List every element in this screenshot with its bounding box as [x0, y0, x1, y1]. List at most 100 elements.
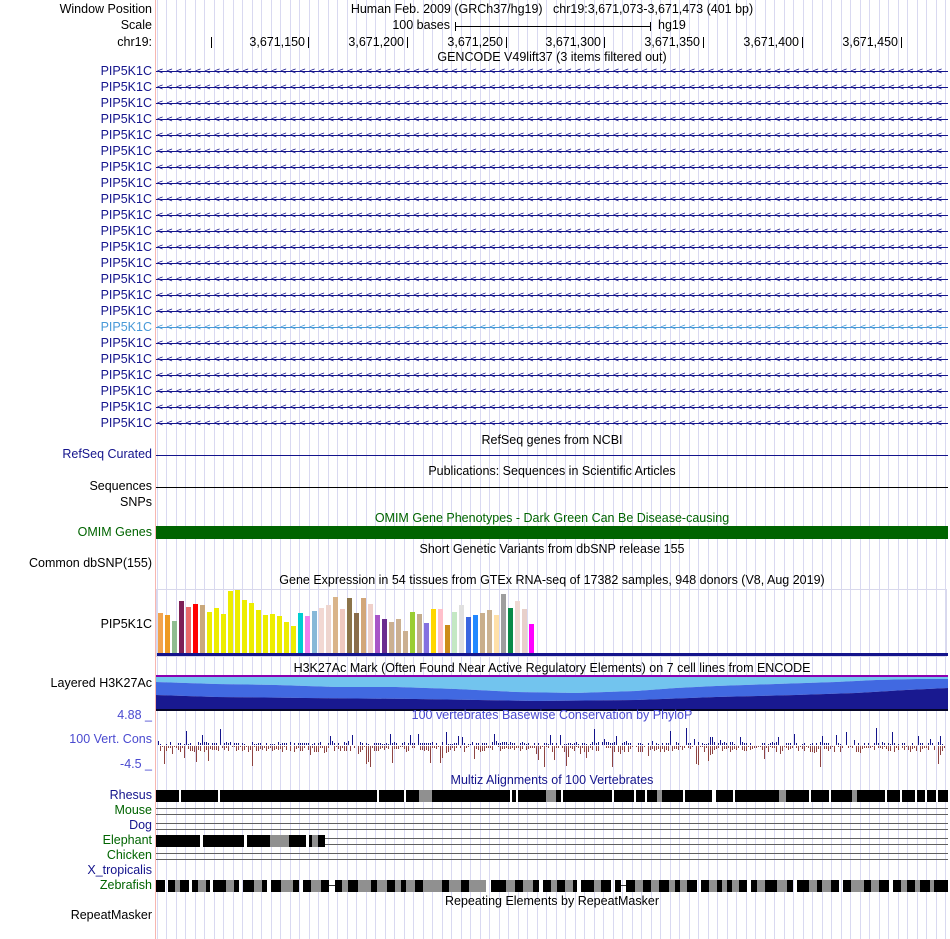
gtex-tissue-bar[interactable] [417, 614, 422, 653]
gtex-tissue-bar[interactable] [165, 615, 170, 653]
gene-transcript-label[interactable]: PIP5K1C [100, 352, 152, 366]
gtex-tissue-bar[interactable] [235, 590, 240, 653]
gtex-tissue-bar[interactable] [375, 615, 380, 653]
gtex-tissue-bar[interactable] [249, 603, 254, 653]
gene-transcript-row[interactable]: <<<<<<<<<<<<<<<<<<<<<<<<<<<<<<<<<<<<<<<<… [156, 224, 948, 240]
gtex-tissue-bar[interactable] [396, 619, 401, 653]
gene-transcript-label[interactable]: PIP5K1C [100, 272, 152, 286]
gene-transcript-label[interactable]: PIP5K1C [100, 368, 152, 382]
gtex-tissue-bar[interactable] [452, 612, 457, 653]
h3k27ac-layered-graphic[interactable] [156, 675, 948, 711]
gtex-tissue-bar[interactable] [459, 605, 464, 653]
gtex-tissue-bar[interactable] [347, 598, 352, 653]
gene-transcript-row[interactable]: <<<<<<<<<<<<<<<<<<<<<<<<<<<<<<<<<<<<<<<<… [156, 128, 948, 144]
gtex-gene-label[interactable]: PIP5K1C [100, 617, 152, 631]
gtex-tissue-bar[interactable] [431, 609, 436, 653]
gene-transcript-label[interactable]: PIP5K1C [100, 240, 152, 254]
gene-transcript-row[interactable]: <<<<<<<<<<<<<<<<<<<<<<<<<<<<<<<<<<<<<<<<… [156, 240, 948, 256]
gene-transcript-label[interactable]: PIP5K1C [100, 64, 152, 78]
sequences-track-line[interactable] [156, 487, 948, 488]
gene-transcript-label[interactable]: PIP5K1C [100, 128, 152, 142]
gene-transcript-label[interactable]: PIP5K1C [100, 336, 152, 350]
gtex-tissue-bar[interactable] [256, 610, 261, 653]
gtex-tissue-bar[interactable] [410, 612, 415, 653]
gene-transcript-row[interactable]: <<<<<<<<<<<<<<<<<<<<<<<<<<<<<<<<<<<<<<<<… [156, 208, 948, 224]
gtex-tissue-bar[interactable] [340, 609, 345, 653]
alignment-row-rhesus[interactable] [156, 790, 948, 802]
gtex-tissue-bar[interactable] [305, 616, 310, 653]
gtex-tissue-bar[interactable] [319, 608, 324, 653]
gtex-tissue-bar[interactable] [354, 613, 359, 653]
gtex-tissue-bar[interactable] [228, 591, 233, 653]
gtex-tissue-bar[interactable] [361, 598, 366, 653]
alignment-row-x_tropicalis[interactable] [156, 865, 948, 877]
gtex-tissue-bar[interactable] [291, 626, 296, 653]
common-dbsnp-label[interactable]: Common dbSNP(155) [29, 556, 152, 570]
gtex-tissue-bar[interactable] [207, 612, 212, 653]
gene-transcript-row[interactable]: <<<<<<<<<<<<<<<<<<<<<<<<<<<<<<<<<<<<<<<<… [156, 288, 948, 304]
gene-transcript-row[interactable]: <<<<<<<<<<<<<<<<<<<<<<<<<<<<<<<<<<<<<<<<… [156, 160, 948, 176]
snps-label[interactable]: SNPs [120, 495, 152, 509]
gtex-tissue-bar[interactable] [508, 608, 513, 653]
gtex-tissue-bar[interactable] [438, 609, 443, 653]
gtex-tissue-bar[interactable] [326, 605, 331, 653]
gtex-tissue-bar[interactable] [277, 616, 282, 653]
gene-transcript-label[interactable]: PIP5K1C [100, 80, 152, 94]
gene-transcript-label[interactable]: PIP5K1C [100, 416, 152, 430]
gene-transcript-label[interactable]: PIP5K1C [100, 304, 152, 318]
gene-transcript-row[interactable]: <<<<<<<<<<<<<<<<<<<<<<<<<<<<<<<<<<<<<<<<… [156, 368, 948, 384]
alignment-row-mouse[interactable] [156, 805, 948, 817]
gtex-tissue-bar[interactable] [298, 613, 303, 653]
gtex-tissue-bar[interactable] [389, 622, 394, 653]
gene-transcript-row[interactable]: <<<<<<<<<<<<<<<<<<<<<<<<<<<<<<<<<<<<<<<<… [156, 256, 948, 272]
species-label-elephant[interactable]: Elephant [102, 833, 152, 847]
gene-transcript-row[interactable]: <<<<<<<<<<<<<<<<<<<<<<<<<<<<<<<<<<<<<<<<… [156, 192, 948, 208]
gtex-tissue-bar[interactable] [466, 617, 471, 653]
refseq-track-line[interactable] [156, 455, 948, 456]
gene-transcript-label[interactable]: PIP5K1C [100, 256, 152, 270]
gene-transcript-label[interactable]: PIP5K1C [100, 112, 152, 126]
gene-transcript-label[interactable]: PIP5K1C [100, 192, 152, 206]
gtex-tissue-bar[interactable] [186, 607, 191, 653]
gtex-tissue-bar[interactable] [382, 619, 387, 653]
repeatmasker-label[interactable]: RepeatMasker [70, 908, 152, 922]
species-label-zebrafish[interactable]: Zebrafish [99, 878, 152, 892]
gtex-tissue-bar[interactable] [172, 621, 177, 653]
omim-genes-bar[interactable] [156, 526, 948, 539]
gtex-tissue-bar[interactable] [522, 609, 527, 653]
gene-transcript-label[interactable]: PIP5K1C [100, 400, 152, 414]
gtex-tissue-bar[interactable] [270, 614, 275, 653]
gene-transcript-row[interactable]: <<<<<<<<<<<<<<<<<<<<<<<<<<<<<<<<<<<<<<<<… [156, 320, 948, 336]
gene-transcript-label[interactable]: PIP5K1C [100, 320, 152, 334]
gene-transcript-label[interactable]: PIP5K1C [100, 176, 152, 190]
gene-transcript-label[interactable]: PIP5K1C [100, 144, 152, 158]
gene-transcript-row[interactable]: <<<<<<<<<<<<<<<<<<<<<<<<<<<<<<<<<<<<<<<<… [156, 272, 948, 288]
h3k27ac-label[interactable]: Layered H3K27Ac [50, 676, 152, 690]
gene-transcript-label[interactable]: PIP5K1C [100, 96, 152, 110]
phylop-track-label[interactable]: 100 Vert. Cons [69, 732, 152, 746]
gtex-tissue-bar[interactable] [214, 608, 219, 653]
gene-transcript-row[interactable]: <<<<<<<<<<<<<<<<<<<<<<<<<<<<<<<<<<<<<<<<… [156, 416, 948, 432]
gtex-tissue-bar[interactable] [179, 601, 184, 653]
gtex-tissue-bar[interactable] [480, 613, 485, 653]
gtex-tissue-bar[interactable] [193, 604, 198, 653]
gtex-tissue-bar[interactable] [284, 622, 289, 653]
gene-transcript-label[interactable]: PIP5K1C [100, 384, 152, 398]
refseq-curated-label[interactable]: RefSeq Curated [62, 447, 152, 461]
species-label-rhesus[interactable]: Rhesus [109, 788, 152, 802]
gene-transcript-label[interactable]: PIP5K1C [100, 160, 152, 174]
alignment-row-dog[interactable] [156, 820, 948, 832]
alignment-row-elephant[interactable] [156, 835, 948, 847]
gene-transcript-row[interactable]: <<<<<<<<<<<<<<<<<<<<<<<<<<<<<<<<<<<<<<<<… [156, 112, 948, 128]
gtex-tissue-bar[interactable] [158, 613, 163, 653]
gene-transcript-label[interactable]: PIP5K1C [100, 224, 152, 238]
alignment-row-zebrafish[interactable] [156, 880, 948, 892]
species-label-chicken[interactable]: Chicken [106, 848, 152, 862]
species-label-x_tropicalis[interactable]: X_tropicalis [87, 863, 152, 877]
gtex-tissue-bar[interactable] [424, 623, 429, 653]
sequences-label[interactable]: Sequences [89, 479, 152, 493]
gtex-tissue-bar[interactable] [221, 614, 226, 653]
species-label-dog[interactable]: Dog [129, 818, 152, 832]
gtex-tissue-bar[interactable] [403, 631, 408, 653]
gtex-tissue-bar[interactable] [501, 594, 506, 653]
